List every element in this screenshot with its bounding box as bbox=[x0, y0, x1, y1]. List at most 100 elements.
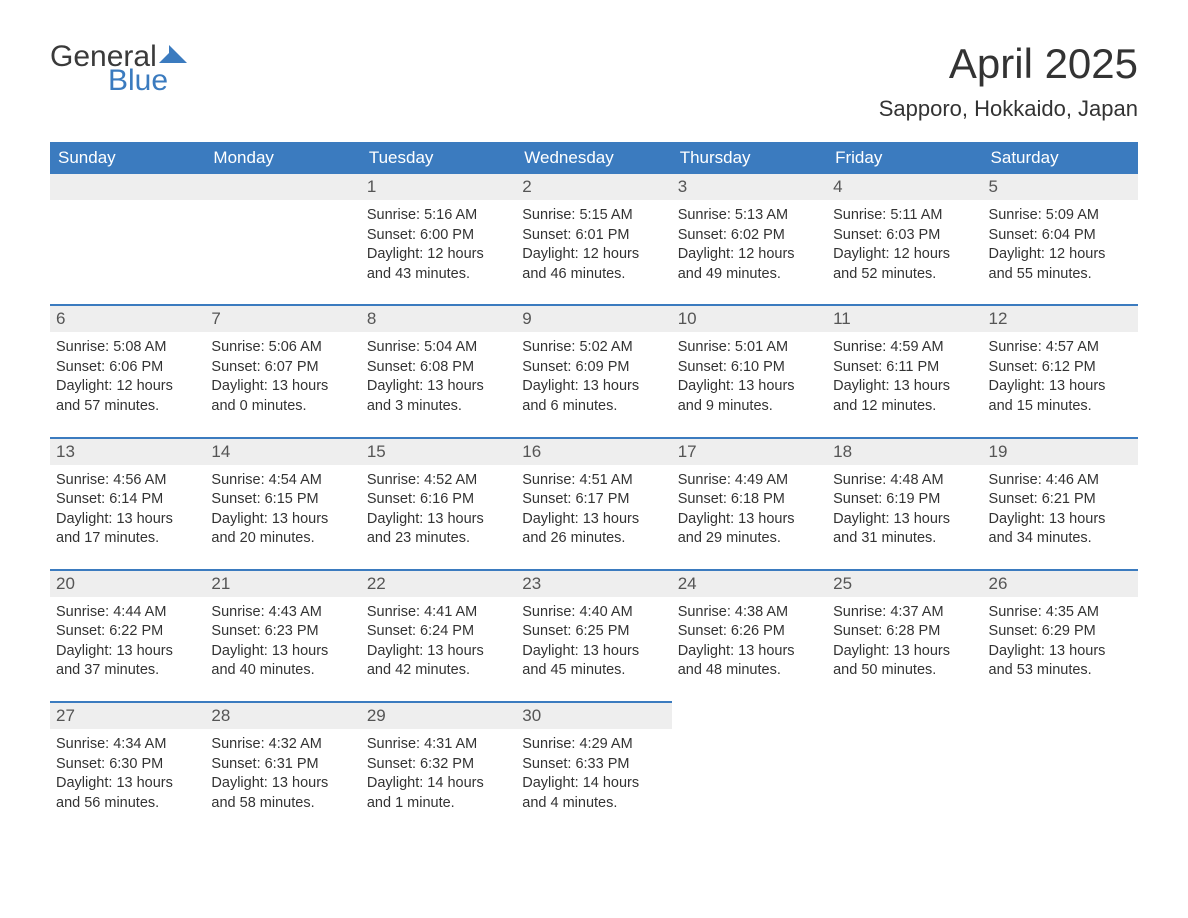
day-number-bar: 19 bbox=[983, 437, 1138, 465]
sunset-text: Sunset: 6:00 PM bbox=[367, 226, 510, 246]
day-cell: 7Sunrise: 5:06 AMSunset: 6:07 PMDaylight… bbox=[205, 304, 360, 416]
day-cell: 15Sunrise: 4:52 AMSunset: 6:16 PMDayligh… bbox=[361, 437, 516, 549]
daylight-text-1: Daylight: 13 hours bbox=[367, 642, 510, 662]
daylight-text-1: Daylight: 13 hours bbox=[833, 377, 976, 397]
daylight-text-1: Daylight: 13 hours bbox=[56, 774, 199, 794]
logo: General Blue bbox=[50, 40, 187, 98]
sunset-text: Sunset: 6:23 PM bbox=[211, 622, 354, 642]
day-number-bar: 20 bbox=[50, 569, 205, 597]
sunrise-text: Sunrise: 5:11 AM bbox=[833, 206, 976, 226]
day-info: Sunrise: 4:41 AMSunset: 6:24 PMDaylight:… bbox=[361, 597, 516, 681]
day-cell: 25Sunrise: 4:37 AMSunset: 6:28 PMDayligh… bbox=[827, 569, 982, 681]
daylight-text-2: and 57 minutes. bbox=[56, 397, 199, 417]
sunset-text: Sunset: 6:18 PM bbox=[678, 490, 821, 510]
weeks-container: 1Sunrise: 5:16 AMSunset: 6:00 PMDaylight… bbox=[50, 174, 1138, 813]
page-header: General Blue April 2025 Sapporo, Hokkaid… bbox=[50, 40, 1138, 122]
day-cell: 13Sunrise: 4:56 AMSunset: 6:14 PMDayligh… bbox=[50, 437, 205, 549]
sunrise-text: Sunrise: 4:54 AM bbox=[211, 471, 354, 491]
day-cell: 1Sunrise: 5:16 AMSunset: 6:00 PMDaylight… bbox=[361, 174, 516, 284]
day-number-bar: 12 bbox=[983, 304, 1138, 332]
sunrise-text: Sunrise: 5:02 AM bbox=[522, 338, 665, 358]
day-cell: 11Sunrise: 4:59 AMSunset: 6:11 PMDayligh… bbox=[827, 304, 982, 416]
daylight-text-2: and 37 minutes. bbox=[56, 661, 199, 681]
sunset-text: Sunset: 6:14 PM bbox=[56, 490, 199, 510]
sunset-text: Sunset: 6:03 PM bbox=[833, 226, 976, 246]
sunset-text: Sunset: 6:25 PM bbox=[522, 622, 665, 642]
daylight-text-2: and 42 minutes. bbox=[367, 661, 510, 681]
day-cell: 5Sunrise: 5:09 AMSunset: 6:04 PMDaylight… bbox=[983, 174, 1138, 284]
daylight-text-1: Daylight: 13 hours bbox=[56, 642, 199, 662]
sunrise-text: Sunrise: 4:44 AM bbox=[56, 603, 199, 623]
sunset-text: Sunset: 6:19 PM bbox=[833, 490, 976, 510]
day-number-bar: 11 bbox=[827, 304, 982, 332]
sunrise-text: Sunrise: 5:09 AM bbox=[989, 206, 1132, 226]
sunset-text: Sunset: 6:33 PM bbox=[522, 755, 665, 775]
day-info: Sunrise: 4:59 AMSunset: 6:11 PMDaylight:… bbox=[827, 332, 982, 416]
sunrise-text: Sunrise: 4:34 AM bbox=[56, 735, 199, 755]
daylight-text-2: and 29 minutes. bbox=[678, 529, 821, 549]
daylight-text-1: Daylight: 13 hours bbox=[833, 510, 976, 530]
day-cell: 2Sunrise: 5:15 AMSunset: 6:01 PMDaylight… bbox=[516, 174, 671, 284]
week-row: 13Sunrise: 4:56 AMSunset: 6:14 PMDayligh… bbox=[50, 437, 1138, 549]
day-number-bar-blank bbox=[50, 174, 205, 200]
sunset-text: Sunset: 6:04 PM bbox=[989, 226, 1132, 246]
daylight-text-1: Daylight: 13 hours bbox=[522, 377, 665, 397]
daylight-text-1: Daylight: 13 hours bbox=[522, 510, 665, 530]
day-header-row: SundayMondayTuesdayWednesdayThursdayFrid… bbox=[50, 142, 1138, 174]
daylight-text-1: Daylight: 13 hours bbox=[211, 774, 354, 794]
daylight-text-1: Daylight: 12 hours bbox=[367, 245, 510, 265]
sunrise-text: Sunrise: 5:01 AM bbox=[678, 338, 821, 358]
day-cell: 14Sunrise: 4:54 AMSunset: 6:15 PMDayligh… bbox=[205, 437, 360, 549]
day-cell: 3Sunrise: 5:13 AMSunset: 6:02 PMDaylight… bbox=[672, 174, 827, 284]
daylight-text-2: and 43 minutes. bbox=[367, 265, 510, 285]
day-info: Sunrise: 5:15 AMSunset: 6:01 PMDaylight:… bbox=[516, 200, 671, 284]
week-row: 27Sunrise: 4:34 AMSunset: 6:30 PMDayligh… bbox=[50, 701, 1138, 813]
daylight-text-2: and 58 minutes. bbox=[211, 794, 354, 814]
daylight-text-1: Daylight: 13 hours bbox=[211, 377, 354, 397]
sunrise-text: Sunrise: 4:46 AM bbox=[989, 471, 1132, 491]
day-cell: 26Sunrise: 4:35 AMSunset: 6:29 PMDayligh… bbox=[983, 569, 1138, 681]
sunset-text: Sunset: 6:30 PM bbox=[56, 755, 199, 775]
sunset-text: Sunset: 6:31 PM bbox=[211, 755, 354, 775]
daylight-text-2: and 1 minute. bbox=[367, 794, 510, 814]
day-number-bar: 1 bbox=[361, 174, 516, 200]
day-number-bar: 27 bbox=[50, 701, 205, 729]
month-title: April 2025 bbox=[879, 40, 1138, 88]
day-number-bar: 23 bbox=[516, 569, 671, 597]
daylight-text-2: and 17 minutes. bbox=[56, 529, 199, 549]
day-number-bar: 10 bbox=[672, 304, 827, 332]
day-number-bar: 6 bbox=[50, 304, 205, 332]
day-cell: 22Sunrise: 4:41 AMSunset: 6:24 PMDayligh… bbox=[361, 569, 516, 681]
daylight-text-1: Daylight: 12 hours bbox=[989, 245, 1132, 265]
daylight-text-1: Daylight: 13 hours bbox=[678, 510, 821, 530]
sunset-text: Sunset: 6:09 PM bbox=[522, 358, 665, 378]
day-cell: 23Sunrise: 4:40 AMSunset: 6:25 PMDayligh… bbox=[516, 569, 671, 681]
daylight-text-2: and 20 minutes. bbox=[211, 529, 354, 549]
day-cell: 21Sunrise: 4:43 AMSunset: 6:23 PMDayligh… bbox=[205, 569, 360, 681]
day-number-bar: 5 bbox=[983, 174, 1138, 200]
day-number-bar: 24 bbox=[672, 569, 827, 597]
day-number-bar: 13 bbox=[50, 437, 205, 465]
day-info: Sunrise: 4:34 AMSunset: 6:30 PMDaylight:… bbox=[50, 729, 205, 813]
daylight-text-2: and 23 minutes. bbox=[367, 529, 510, 549]
daylight-text-2: and 15 minutes. bbox=[989, 397, 1132, 417]
daylight-text-1: Daylight: 13 hours bbox=[211, 642, 354, 662]
day-cell: 24Sunrise: 4:38 AMSunset: 6:26 PMDayligh… bbox=[672, 569, 827, 681]
daylight-text-1: Daylight: 13 hours bbox=[989, 510, 1132, 530]
daylight-text-2: and 45 minutes. bbox=[522, 661, 665, 681]
day-cell bbox=[672, 701, 827, 813]
daylight-text-1: Daylight: 13 hours bbox=[989, 377, 1132, 397]
daylight-text-2: and 3 minutes. bbox=[367, 397, 510, 417]
logo-text-blue: Blue bbox=[108, 64, 168, 98]
daylight-text-1: Daylight: 13 hours bbox=[367, 510, 510, 530]
day-info: Sunrise: 4:43 AMSunset: 6:23 PMDaylight:… bbox=[205, 597, 360, 681]
sunrise-text: Sunrise: 4:59 AM bbox=[833, 338, 976, 358]
day-header: Thursday bbox=[672, 142, 827, 174]
day-info: Sunrise: 5:09 AMSunset: 6:04 PMDaylight:… bbox=[983, 200, 1138, 284]
day-info: Sunrise: 4:31 AMSunset: 6:32 PMDaylight:… bbox=[361, 729, 516, 813]
sunset-text: Sunset: 6:22 PM bbox=[56, 622, 199, 642]
daylight-text-2: and 0 minutes. bbox=[211, 397, 354, 417]
day-cell: 16Sunrise: 4:51 AMSunset: 6:17 PMDayligh… bbox=[516, 437, 671, 549]
day-cell: 19Sunrise: 4:46 AMSunset: 6:21 PMDayligh… bbox=[983, 437, 1138, 549]
day-info: Sunrise: 4:52 AMSunset: 6:16 PMDaylight:… bbox=[361, 465, 516, 549]
